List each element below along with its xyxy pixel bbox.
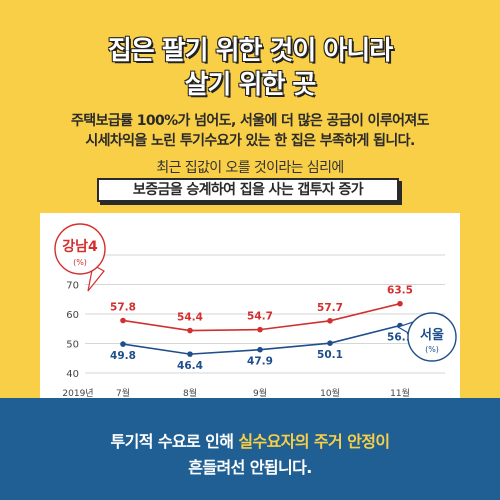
data-label: 57.7 bbox=[317, 302, 343, 314]
footer-line-1: 투기적 수요로 인해 실수요자의 주거 안정이 bbox=[0, 428, 500, 452]
footer-line-2: 흔들려선 안됩니다. bbox=[188, 458, 312, 477]
x-tick-label: 8월 bbox=[183, 387, 197, 398]
subtitle: 최근 집값이 오를 것이라는 심리에 bbox=[156, 160, 344, 176]
x-prefix-label: 2019년 bbox=[62, 388, 93, 398]
boxed-callout: 보증금을 승계하여 집을 사는 갭투자 증가 bbox=[97, 178, 399, 202]
y-tick-label: 60 bbox=[66, 310, 79, 321]
x-tick-label: 10월 bbox=[320, 387, 340, 398]
x-tick-label: 7월 bbox=[116, 387, 130, 398]
data-point bbox=[397, 300, 403, 307]
data-label: 54.7 bbox=[247, 311, 273, 323]
footer-text: 투기적 수요로 인해 bbox=[110, 432, 239, 451]
data-point bbox=[327, 340, 333, 347]
data-point bbox=[120, 341, 126, 347]
data-point bbox=[187, 351, 193, 357]
data-label: 54.4 bbox=[177, 312, 203, 324]
data-point bbox=[120, 317, 126, 324]
data-point bbox=[187, 327, 193, 334]
bottom-band bbox=[0, 398, 500, 500]
data-label: 57.8 bbox=[110, 301, 136, 313]
data-label: 50.1 bbox=[317, 349, 343, 361]
data-label: 47.9 bbox=[247, 356, 273, 368]
headline-line-1: 집은 팔기 위한 것이 아니라 bbox=[107, 36, 393, 66]
body-line-2: 시세차익을 노린 투기수요가 있는 한 집은 부족하게 됩니다. bbox=[85, 133, 415, 149]
headline-line-2: 살기 위한 곳 bbox=[184, 70, 317, 100]
data-label: 49.8 bbox=[110, 350, 136, 362]
body-line-1: 주택보급률 100%가 넘어도, 서울에 더 많은 공급이 이루어져도 bbox=[71, 113, 430, 129]
seoul-unit: (%) bbox=[425, 345, 439, 354]
data-label: 56.1 bbox=[387, 332, 413, 344]
line-chart: 40506070802019년7월8월9월10월11월57.854.454.75… bbox=[54, 223, 457, 398]
gangnam-label: 강남4 bbox=[62, 238, 98, 255]
y-tick-label: 70 bbox=[66, 281, 79, 292]
seoul-label: 서울 bbox=[420, 327, 444, 343]
data-point bbox=[257, 346, 263, 353]
gangnam-bubble bbox=[54, 223, 106, 275]
data-label: 63.5 bbox=[387, 285, 413, 297]
gangnam-unit: (%) bbox=[73, 258, 87, 267]
footer-highlight: 실수요자의 주거 안정이 bbox=[238, 432, 390, 451]
y-tick-label: 40 bbox=[66, 369, 79, 380]
x-tick-label: 11월 bbox=[390, 387, 410, 398]
chart-card: 40506070802019년7월8월9월10월11월57.854.454.75… bbox=[40, 213, 460, 398]
data-label: 46.4 bbox=[177, 360, 203, 372]
seoul-bubble bbox=[407, 312, 457, 362]
x-tick-label: 9월 bbox=[253, 387, 267, 398]
y-tick-label: 50 bbox=[66, 340, 79, 351]
data-point bbox=[327, 317, 333, 324]
data-point bbox=[257, 326, 263, 333]
